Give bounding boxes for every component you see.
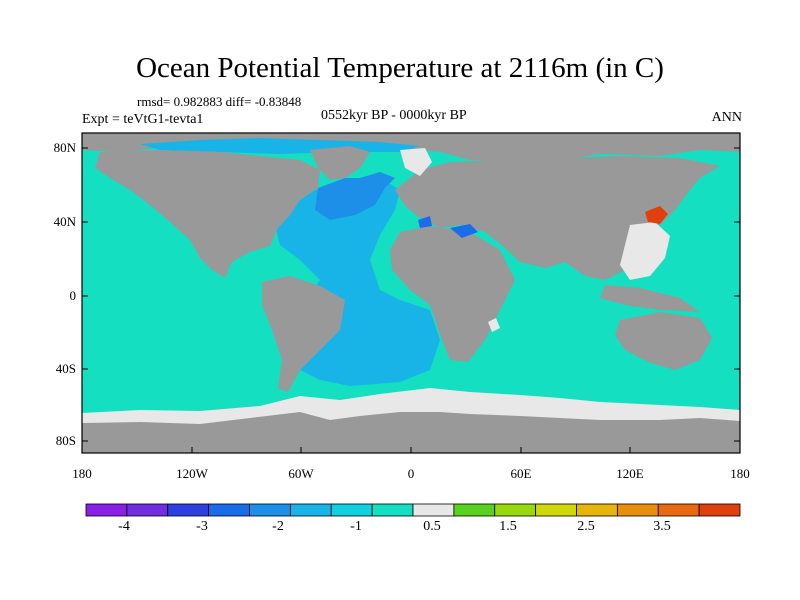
colorbar-box [85, 503, 128, 517]
maritime-land [600, 285, 700, 312]
colorbar-label: -4 [118, 519, 130, 534]
season-text: ANN [711, 110, 742, 125]
nordic-seas-cold [360, 172, 395, 190]
colorbar-label: 1.5 [499, 519, 517, 534]
lon-label-120w: 120W [176, 466, 208, 481]
colorbar-label: -3 [196, 519, 208, 534]
africa-land [390, 226, 515, 362]
colorbar-label: 0.5 [423, 519, 441, 534]
colorbar-box [576, 503, 618, 517]
lat-label-40s: 40S [55, 361, 76, 376]
colorbar-label: 2.5 [577, 519, 595, 534]
west-pacific-near-zero [620, 222, 670, 280]
axis-ticks [81, 147, 741, 453]
lat-label-40n: 40N [53, 214, 76, 229]
colorbar-label: -1 [350, 519, 362, 534]
colorbar [85, 503, 741, 517]
greenland-land [310, 146, 370, 180]
colorbar-box [616, 503, 659, 517]
southern-ocean-near-zero [82, 388, 740, 425]
lon-label-180w: 180 [72, 466, 92, 481]
colorbar-box [535, 503, 577, 517]
colorbar-box [208, 503, 250, 517]
colorbar-box [330, 503, 373, 517]
colorbar-box [657, 503, 700, 517]
lat-label-80s: 80S [55, 433, 76, 448]
barents-near-zero [400, 148, 432, 176]
colorbar-box [371, 503, 414, 517]
colorbar-label: -2 [272, 519, 284, 534]
colorbar-box [412, 503, 455, 517]
indian-ocean-near-zero [488, 318, 500, 332]
lon-label-120e: 120E [616, 466, 644, 481]
mediterranean-cold-2 [450, 224, 478, 238]
colorbar-box [289, 503, 332, 517]
lon-label-0: 0 [407, 466, 415, 481]
map-panel [81, 132, 741, 454]
lat-label-80n: 80N [53, 140, 76, 155]
colorbar-label: 3.5 [653, 519, 671, 534]
colorbar-box [698, 503, 741, 517]
experiment-text: Expt = teVtG1-tevta1 [82, 112, 204, 127]
mediterranean-cold-1 [418, 216, 432, 228]
south-america-land [262, 276, 345, 392]
lat-label-0: 0 [69, 288, 77, 303]
colorbar-box [167, 503, 210, 517]
colorbar-box [494, 503, 537, 517]
colorbar-box [249, 503, 291, 517]
stats-text: rmsd= 0.982883 diff= -0.83848 [137, 94, 302, 109]
lon-label-60e: 60E [510, 466, 532, 481]
antarctica-land [82, 412, 740, 453]
lon-label-180e: 180 [730, 466, 750, 481]
australia-land [615, 312, 712, 370]
map-title: Ocean Potential Temperature at 2116m (in… [136, 52, 664, 84]
period-text: 0552kyr BP - 0000kyr BP [321, 108, 467, 123]
lon-label-60w: 60W [288, 466, 314, 481]
japan-sea-warm [645, 206, 668, 224]
north-america-land [95, 150, 320, 278]
colorbar-box [453, 503, 496, 517]
colorbar-box [126, 503, 169, 517]
